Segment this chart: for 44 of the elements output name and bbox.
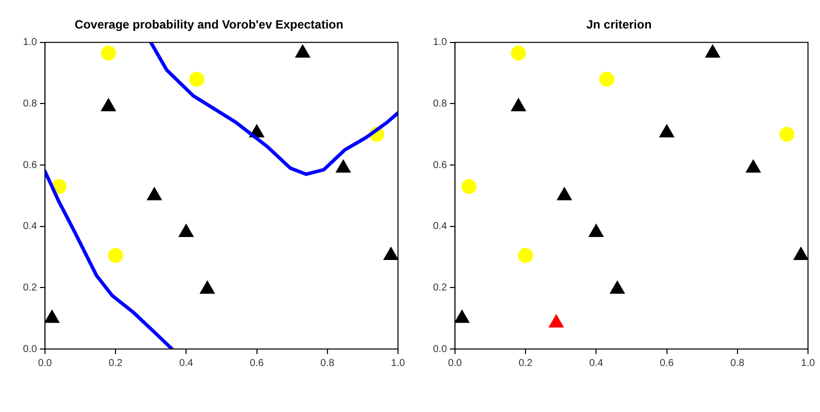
- point: [588, 224, 604, 237]
- y-tick-label: 1.0: [432, 37, 448, 48]
- x-tick-label: 0.0: [448, 358, 462, 369]
- point: [295, 44, 310, 58]
- x-tick-label: 0.4: [179, 358, 194, 369]
- point: [336, 160, 351, 173]
- point: [610, 280, 625, 294]
- x-tick-label: 0.8: [730, 358, 745, 369]
- point: [146, 187, 162, 200]
- chart-title: Jn criterion: [586, 18, 652, 32]
- point: [548, 314, 564, 328]
- x-tick-label: 0.6: [250, 358, 264, 369]
- y-tick-label: 0.0: [432, 344, 448, 355]
- point: [101, 98, 116, 112]
- y-tick-label: 0.2: [22, 282, 38, 294]
- point: [44, 310, 60, 323]
- x-tick-label: 0.2: [518, 358, 533, 369]
- point: [705, 44, 720, 58]
- x-tick-label: 0.4: [589, 358, 604, 369]
- point: [200, 280, 215, 294]
- y-tick-label: 0.4: [22, 221, 38, 232]
- y-tick-label: 0.8: [432, 98, 448, 110]
- y-tick-label: 0.6: [432, 160, 448, 171]
- x-tick-label: 0.6: [660, 358, 674, 369]
- y-tick-label: 0.2: [432, 282, 448, 294]
- point: [794, 246, 808, 260]
- point: [178, 224, 194, 237]
- x-tick-label: 0.8: [320, 358, 335, 369]
- y-tick-label: 1.0: [22, 37, 38, 48]
- y-tick-label: 0.4: [432, 221, 448, 232]
- y-tick-label: 0.6: [22, 160, 38, 171]
- point: [384, 246, 398, 260]
- point: [511, 98, 526, 112]
- x-tick-label: 1.0: [801, 358, 816, 369]
- x-tick-label: 0.2: [108, 358, 123, 369]
- point: [454, 310, 470, 323]
- y-tick-label: 0.8: [22, 98, 38, 110]
- x-tick-label: 1.0: [391, 358, 406, 369]
- x-tick-label: 0.0: [38, 358, 52, 369]
- y-tick-label: 0.0: [22, 344, 38, 355]
- point: [556, 187, 572, 200]
- point: [659, 124, 674, 138]
- point: [746, 160, 761, 173]
- chart-title: Coverage probability and Vorob'ev Expectation: [74, 18, 344, 32]
